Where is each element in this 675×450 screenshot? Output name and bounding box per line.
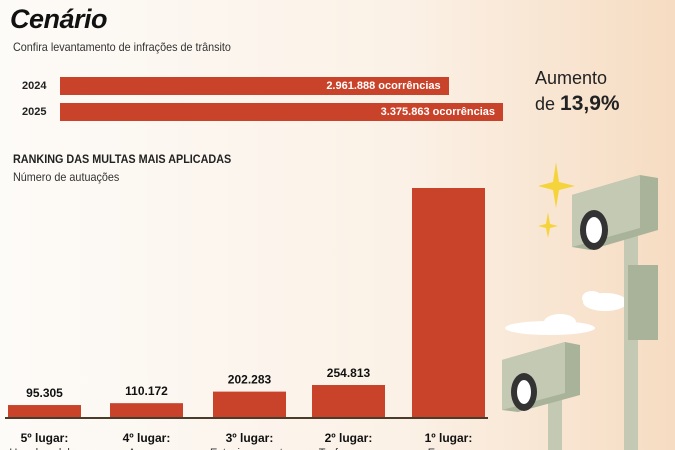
value-label: 110.172 — [125, 384, 168, 398]
bar — [110, 403, 183, 417]
increase-value: 13,9% — [560, 92, 620, 115]
category-description: Uso do celular — [9, 447, 80, 450]
chart-subtitle: Número de autuações — [13, 170, 120, 184]
category-description: Avanço — [128, 447, 165, 450]
increase-label: Aumento — [535, 68, 608, 88]
bar-2024: 2.961.888 ocorrências — [60, 77, 449, 95]
year-label-2025: 2025 — [22, 106, 47, 118]
category-label: 4º lugar: — [123, 431, 171, 445]
camera-icon — [572, 175, 658, 250]
ranking-bar-chart: 95.305 5º lugar: Uso do celular 110.172 4º l… — [5, 180, 488, 450]
year-label-2024: 2024 — [22, 80, 47, 92]
cloud-icon — [505, 291, 627, 335]
increase-de: de — [535, 94, 556, 114]
category-label: 5º lugar: — [21, 431, 69, 445]
bar-2025: 3.375.863 ocorrências — [60, 103, 503, 121]
increase-value-line: de 13,9% — [535, 92, 620, 116]
value-label: 1.824.106 — [422, 180, 476, 183]
subtitle: Confira levantamento de infrações de trâ… — [13, 40, 231, 54]
value-label: 202.283 — [228, 373, 272, 387]
category-label: 2º lugar: — [325, 431, 373, 445]
value-label: 254.813 — [327, 366, 371, 380]
category-description: Excesso — [428, 447, 470, 450]
value-label: 95.305 — [26, 386, 63, 400]
camera-icon — [502, 342, 580, 412]
baseline — [5, 417, 488, 419]
bar — [312, 385, 385, 417]
category-label: 3º lugar: — [226, 431, 274, 445]
bar — [213, 391, 286, 417]
category-description: Trafegar em — [319, 447, 379, 450]
chart-title: RANKING DAS MULTAS MAIS APLICADAS — [13, 152, 232, 166]
sparkle-icon — [538, 162, 575, 238]
camera-pole — [548, 400, 562, 450]
bar — [8, 405, 81, 417]
speed-camera-illustration — [502, 162, 658, 450]
category-label: 1º lugar: — [425, 431, 473, 445]
page-title: Cenário — [10, 4, 108, 34]
bar — [412, 188, 485, 417]
camera-box — [628, 265, 658, 340]
category-description: Estacionamento — [210, 447, 289, 450]
